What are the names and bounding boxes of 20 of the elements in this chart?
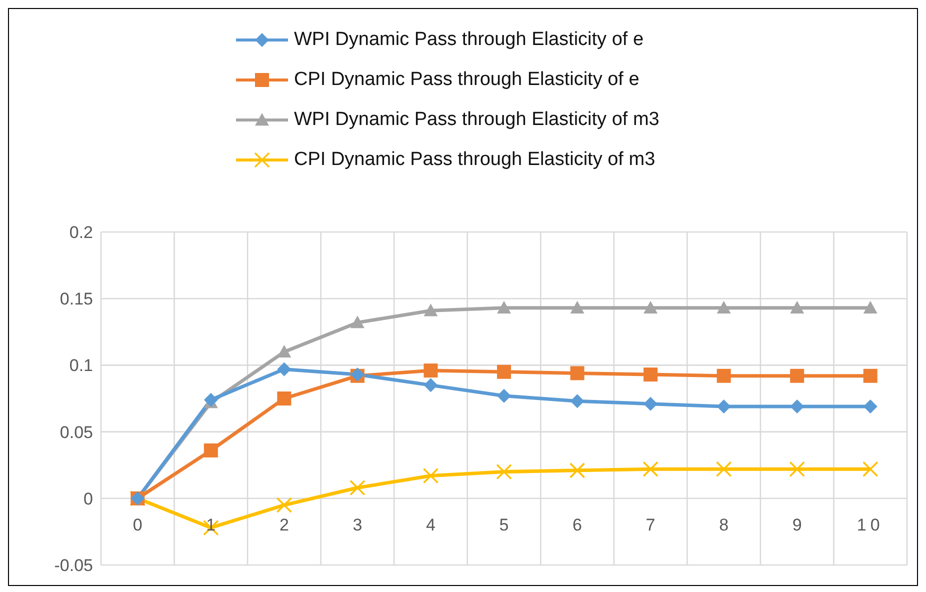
x-tick-label: 10 (856, 515, 884, 534)
x-tick-label: 8 (719, 515, 729, 534)
legend-label: WPI Dynamic Pass through Elasticity of m3 (294, 109, 660, 131)
legend-label: CPI Dynamic Pass through Elasticity of m3 (294, 149, 656, 171)
x-tick-label: 4 (426, 515, 436, 534)
y-tick-label: 0.2 (69, 223, 93, 242)
x-tick-label: 0 (132, 515, 142, 534)
y-tick-label: -0.05 (54, 556, 93, 576)
y-tick-label: 0.15 (60, 290, 93, 309)
y-tick-label: 0 (84, 489, 93, 508)
x-tick-label: 3 (352, 515, 362, 534)
x-tick-label: 5 (499, 515, 509, 534)
y-tick-label: 0.05 (60, 422, 93, 442)
legend-label: WPI Dynamic Pass through Elasticity of e (294, 29, 644, 51)
x-tick-label: 9 (792, 515, 802, 534)
x-tick-label: 2 (279, 515, 289, 534)
x-tick-label: 7 (646, 515, 656, 534)
y-tick-label: 0.1 (69, 356, 93, 376)
legend-label: CPI Dynamic Pass through Elasticity of e (294, 69, 640, 91)
x-tick-label: 6 (572, 515, 582, 534)
